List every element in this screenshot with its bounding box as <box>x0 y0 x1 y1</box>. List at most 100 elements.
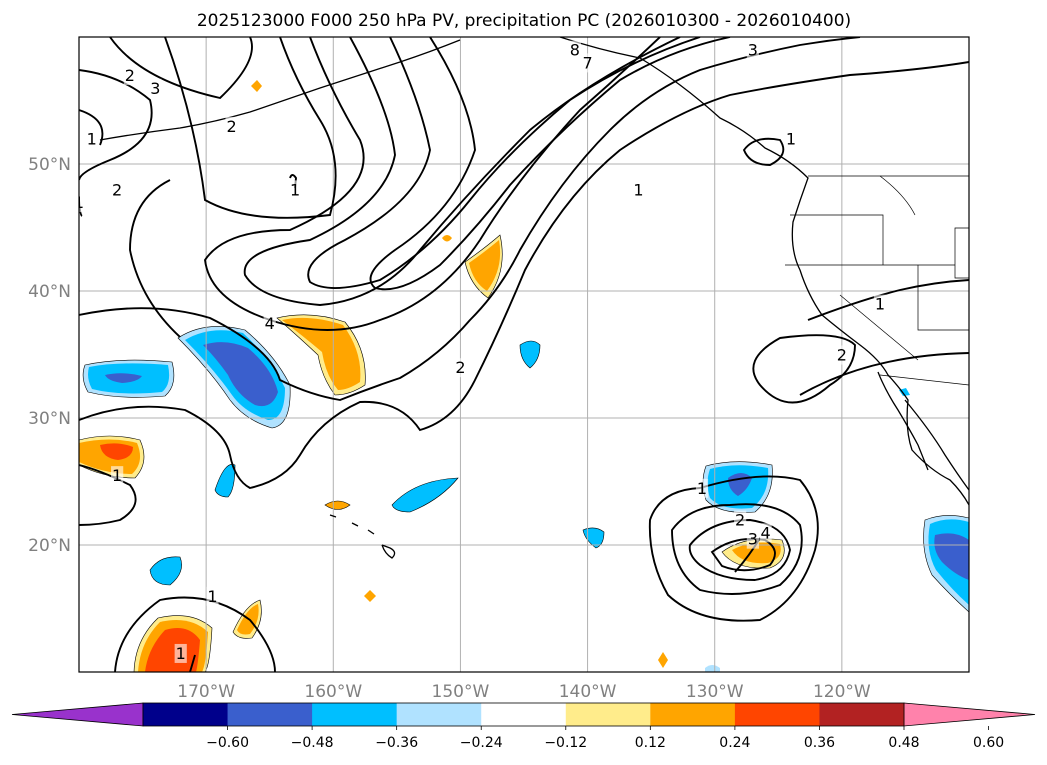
pv-contour <box>79 464 137 526</box>
negative-precip-patch <box>214 464 236 498</box>
lon-tick-label: 170°W <box>177 682 235 702</box>
contour-label-background <box>289 180 302 200</box>
pv-contour <box>807 279 969 321</box>
colorbar-tick-label: 0.36 <box>804 735 835 751</box>
lon-tick-label: 150°W <box>432 682 490 702</box>
negative-precip-patch <box>105 373 142 383</box>
pv-contour <box>189 654 196 672</box>
contour-label-background <box>746 529 759 549</box>
colorbar-bin <box>819 703 905 726</box>
colorbar-bin <box>227 703 313 726</box>
pv-contour <box>369 37 731 291</box>
precip-shading <box>79 80 969 672</box>
contour-label: 4 <box>760 523 770 542</box>
state-border <box>790 214 884 265</box>
contour-label-background <box>225 116 238 136</box>
contour-label-background <box>111 466 124 486</box>
colorbar-tick-label: 0.12 <box>635 735 666 751</box>
colorbar-tick-label: −0.48 <box>291 735 334 751</box>
latitude-tick-labels: 50°N 40°N 30°N 20°N <box>28 155 71 556</box>
colorbar-tick-label: −0.60 <box>206 735 249 751</box>
negative-precip-patch <box>519 340 541 369</box>
positive-precip-patch <box>282 317 361 390</box>
contour-label: 3 <box>748 41 758 60</box>
contour-label-background <box>149 78 162 98</box>
positive-precip-patch <box>251 80 262 92</box>
lon-tick-label: 130°W <box>686 682 744 702</box>
pv-contour <box>79 61 969 490</box>
pv-contour <box>289 174 297 189</box>
lat-tick-label: 50°N <box>28 155 71 175</box>
pv-contour <box>307 37 701 289</box>
positive-precip-patch <box>442 235 452 242</box>
contour-label: 1 <box>74 193 84 212</box>
colorbar-tick-label: −0.24 <box>460 735 503 751</box>
pv-contour <box>129 179 181 338</box>
contour-label: 1 <box>633 180 643 199</box>
colorbar-tick-label: 0.48 <box>888 735 919 751</box>
state-border <box>879 175 916 216</box>
contour-label-background <box>79 193 86 213</box>
colorbar-bin <box>312 703 398 726</box>
contour-label-background <box>759 523 772 543</box>
lat-tick-label: 40°N <box>28 282 71 302</box>
colorbar-bin <box>734 703 820 726</box>
contour-label: 3 <box>150 79 160 98</box>
gulf-of-california <box>904 399 969 491</box>
contour-label: 1 <box>290 180 300 199</box>
contour-label-background <box>734 510 747 530</box>
colorbar-bin <box>650 703 736 726</box>
colorbar-tick-label: 0.24 <box>719 735 750 751</box>
colorbar-tick-label: −0.36 <box>375 735 418 751</box>
negative-precip-patch <box>149 556 182 586</box>
colorbar-bin <box>143 703 229 726</box>
state-border <box>954 227 969 279</box>
state-border <box>879 374 969 386</box>
contour-label-background <box>454 358 467 378</box>
contour-label: 1 <box>176 644 186 663</box>
contour-label-background <box>581 53 594 73</box>
colorbar-extend-low <box>11 702 144 727</box>
negative-precip-patch <box>705 665 720 672</box>
contour-label-background <box>695 478 709 498</box>
colorbar-bin <box>565 703 651 726</box>
contour-label: 2 <box>226 117 236 136</box>
colorbar-frame <box>142 702 905 727</box>
contour-label: 4 <box>265 314 275 333</box>
pv-contour <box>79 37 861 401</box>
negative-precip-patch <box>391 477 459 513</box>
pv-contour <box>243 37 681 306</box>
colorbar-tick-label: −0.12 <box>544 735 587 751</box>
contour-label-background <box>784 129 798 149</box>
contour-label: 1 <box>87 130 97 149</box>
longitude-tick-labels: 170°W 160°W 150°W 140°W 130°W 120°W <box>177 682 871 702</box>
contour-label-background <box>746 40 759 60</box>
contour-label-background <box>174 643 187 663</box>
colorbar-tick-label: 0.60 <box>973 735 1004 751</box>
contour-label: 2 <box>125 66 135 85</box>
contour-label: 1 <box>786 130 796 149</box>
lon-tick-label: 160°W <box>304 682 362 702</box>
contour-label: 2 <box>735 511 745 530</box>
contour-label: 2 <box>837 346 847 365</box>
pv-contour <box>799 352 969 396</box>
contour-label-background <box>568 40 581 60</box>
contour-label-background <box>873 294 887 314</box>
lon-tick-label: 120°W <box>813 682 871 702</box>
negative-precip-patch <box>899 388 910 396</box>
positive-precip-patch <box>732 542 781 564</box>
colorbar-bin <box>481 703 567 726</box>
coastlines <box>99 37 969 559</box>
pv-contour <box>742 137 785 166</box>
contour-label-background <box>85 129 98 149</box>
lat-tick-label: 20°N <box>28 536 71 556</box>
pv-contour <box>710 537 776 572</box>
contour-label: 2 <box>112 180 122 199</box>
contour-label: 7 <box>582 53 592 72</box>
contour-label: 8 <box>570 41 580 60</box>
hawaiian-islands <box>329 514 396 559</box>
contour-label-background <box>123 66 136 86</box>
aleutian-islands <box>99 39 461 141</box>
figure-title: 2025123000 F000 250 hPa PV, precipitatio… <box>197 11 851 31</box>
